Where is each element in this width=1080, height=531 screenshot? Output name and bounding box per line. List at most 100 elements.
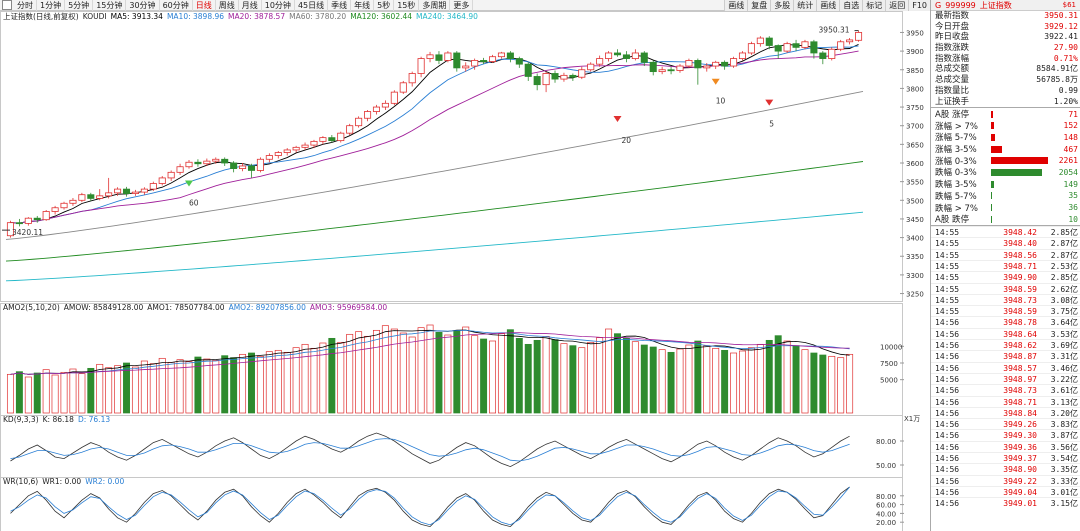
candle-body xyxy=(846,39,854,43)
candle-body xyxy=(435,54,443,61)
amo-bar xyxy=(6,373,14,414)
candle-body xyxy=(346,125,354,134)
ma5-label: MA5: 3913.34 xyxy=(110,12,163,21)
period-tab[interactable]: 更多 xyxy=(450,0,474,11)
quote-value: 8584.91亿 xyxy=(1036,64,1078,74)
period-tab[interactable]: 1分钟 xyxy=(37,0,66,11)
distribution-label: 涨幅 5-7% xyxy=(935,133,977,144)
toolbar-button[interactable]: 画线 xyxy=(724,0,748,11)
tick-price: 3948.73 xyxy=(1003,295,1037,305)
ma5-cross-label: 5 xyxy=(769,120,774,129)
amo-bar xyxy=(203,358,211,414)
index-tag: $61 xyxy=(1062,1,1076,9)
quote-label: 今日开盘 xyxy=(935,21,970,32)
amo-bar xyxy=(123,362,130,414)
amo-bar xyxy=(560,343,568,414)
quote-row: 总成交量 56785.8万 xyxy=(931,75,1080,86)
tick-row: 14:56 3948.73 3.61亿 xyxy=(931,384,1080,395)
toolbar-button[interactable]: 标记 xyxy=(862,0,886,11)
indicator-name: KOUDI xyxy=(82,12,107,21)
period-tab[interactable]: 日线 xyxy=(193,0,216,11)
tick-volume: 2.85亿 xyxy=(1050,228,1078,238)
quote-value: 1.20% xyxy=(1053,96,1078,106)
period-tab[interactable]: 季线 xyxy=(328,0,352,11)
tick-row: 14:56 3948.71 3.13亿 xyxy=(931,395,1080,407)
distribution-label: 涨幅 > 7% xyxy=(935,121,979,132)
candle-body xyxy=(622,54,630,59)
amo2-label: AMO2: 89207856.00 xyxy=(228,303,306,312)
tick-row: 14:56 3949.22 3.33亿 xyxy=(931,474,1080,486)
ma60-cross-label: 60 xyxy=(189,199,199,208)
amo-bar xyxy=(78,373,86,414)
period-tab[interactable]: 年线 xyxy=(351,0,375,11)
price-axis-label: 3250 xyxy=(906,291,924,299)
toolbar-button[interactable]: F10 xyxy=(908,0,930,11)
tick-row: 14:56 3948.84 3.20亿 xyxy=(931,406,1080,418)
toolbar-button[interactable]: 复盘 xyxy=(747,0,771,11)
amo-bar xyxy=(694,340,702,414)
amo-bar xyxy=(337,341,345,414)
toolbar-button[interactable]: 统计 xyxy=(793,0,817,11)
tick-volume: 3.15亿 xyxy=(1050,499,1078,509)
toolbar-button[interactable]: 画线 xyxy=(816,0,840,11)
period-tab[interactable]: 5分钟 xyxy=(65,0,94,11)
candle-body xyxy=(667,69,675,72)
amo-bar xyxy=(292,347,300,414)
tick-price: 3949.26 xyxy=(1003,420,1037,430)
chart-canvas[interactable]: 3950 3900 3850 3800 3750 3700 3650 3600 3550 3500… xyxy=(0,11,930,531)
tick-price: 3948.78 xyxy=(1003,318,1037,328)
period-tab[interactable]: 多周期 xyxy=(419,0,451,11)
tick-price: 3949.90 xyxy=(1003,273,1037,283)
tick-price: 3948.56 xyxy=(1003,250,1037,260)
tick-time: 14:56 xyxy=(935,499,960,509)
tick-price: 3948.90 xyxy=(1003,465,1037,475)
period-tab[interactable]: 30分钟 xyxy=(126,0,160,11)
period-tab[interactable]: 15秒 xyxy=(394,0,420,11)
amo-bar xyxy=(596,337,604,414)
candle-body xyxy=(167,171,175,179)
panel-toggle-icon[interactable] xyxy=(2,0,12,10)
sidebar-title: G 999999 上证指数 $61 xyxy=(931,0,1080,11)
period-tab[interactable]: 分时 xyxy=(14,0,37,11)
amo-bar xyxy=(703,345,711,414)
tick-row: 14:56 3949.01 3.15亿 xyxy=(931,497,1080,508)
candle-body xyxy=(60,202,68,209)
toolbar-button[interactable]: 多股 xyxy=(770,0,794,11)
candle-body xyxy=(319,137,327,142)
quote-row: 指数涨跌 27.90 xyxy=(931,43,1080,54)
tick-row: 14:55 3948.56 2.87亿 xyxy=(931,248,1080,260)
candle-body xyxy=(203,160,211,165)
quote-label: 指数量比 xyxy=(935,85,970,96)
tick-row: 14:55 3948.71 2.53亿 xyxy=(931,259,1080,271)
quote-row: 今日开盘 3929.12 xyxy=(931,22,1080,33)
candle-body xyxy=(569,74,577,78)
period-tab[interactable]: 10分钟 xyxy=(262,0,295,11)
period-tab[interactable]: 周线 xyxy=(216,0,239,11)
quote-label: 指数涨幅 xyxy=(935,53,970,64)
toolbar-button[interactable]: 自选 xyxy=(839,0,863,11)
period-tab[interactable]: 5秒 xyxy=(374,0,395,11)
candle-body xyxy=(819,52,827,59)
period-tab[interactable]: 15分钟 xyxy=(93,0,127,11)
candle-body xyxy=(337,132,345,142)
candle-body xyxy=(730,58,738,67)
tick-row: 14:56 3949.30 3.87亿 xyxy=(931,429,1080,440)
period-tab[interactable]: 45日线 xyxy=(295,0,329,11)
period-tab[interactable]: 60分钟 xyxy=(160,0,193,11)
sidebar-g-icon[interactable]: G xyxy=(935,0,942,10)
rise-fall-distribution: A股 涨停 71 涨幅 > 7% 152 涨幅 5-7% 148 涨幅 3-5% 467 涨幅 … xyxy=(931,107,1080,225)
kd-axis-label: 50.00 xyxy=(876,462,896,470)
distribution-count: 10 xyxy=(1068,214,1078,224)
amo-bar xyxy=(533,339,541,414)
wr-name: WR(10,6) xyxy=(3,477,39,486)
tick-row: 14:56 3948.97 3.22亿 xyxy=(931,372,1080,384)
quote-value: 3929.12 xyxy=(1044,21,1078,31)
amo-bar xyxy=(462,326,470,414)
price-axis-label: 3550 xyxy=(906,179,924,187)
toolbar-button[interactable]: 返回 xyxy=(885,0,909,11)
amo-unit-label: X1万 xyxy=(904,415,920,423)
candle-body xyxy=(265,155,273,160)
tick-list[interactable]: 14:55 3948.42 2.85亿 14:55 3948.40 2.87亿 14:55 3… xyxy=(931,225,1080,508)
candle-body xyxy=(194,161,202,165)
period-tab[interactable]: 月线 xyxy=(239,0,262,11)
